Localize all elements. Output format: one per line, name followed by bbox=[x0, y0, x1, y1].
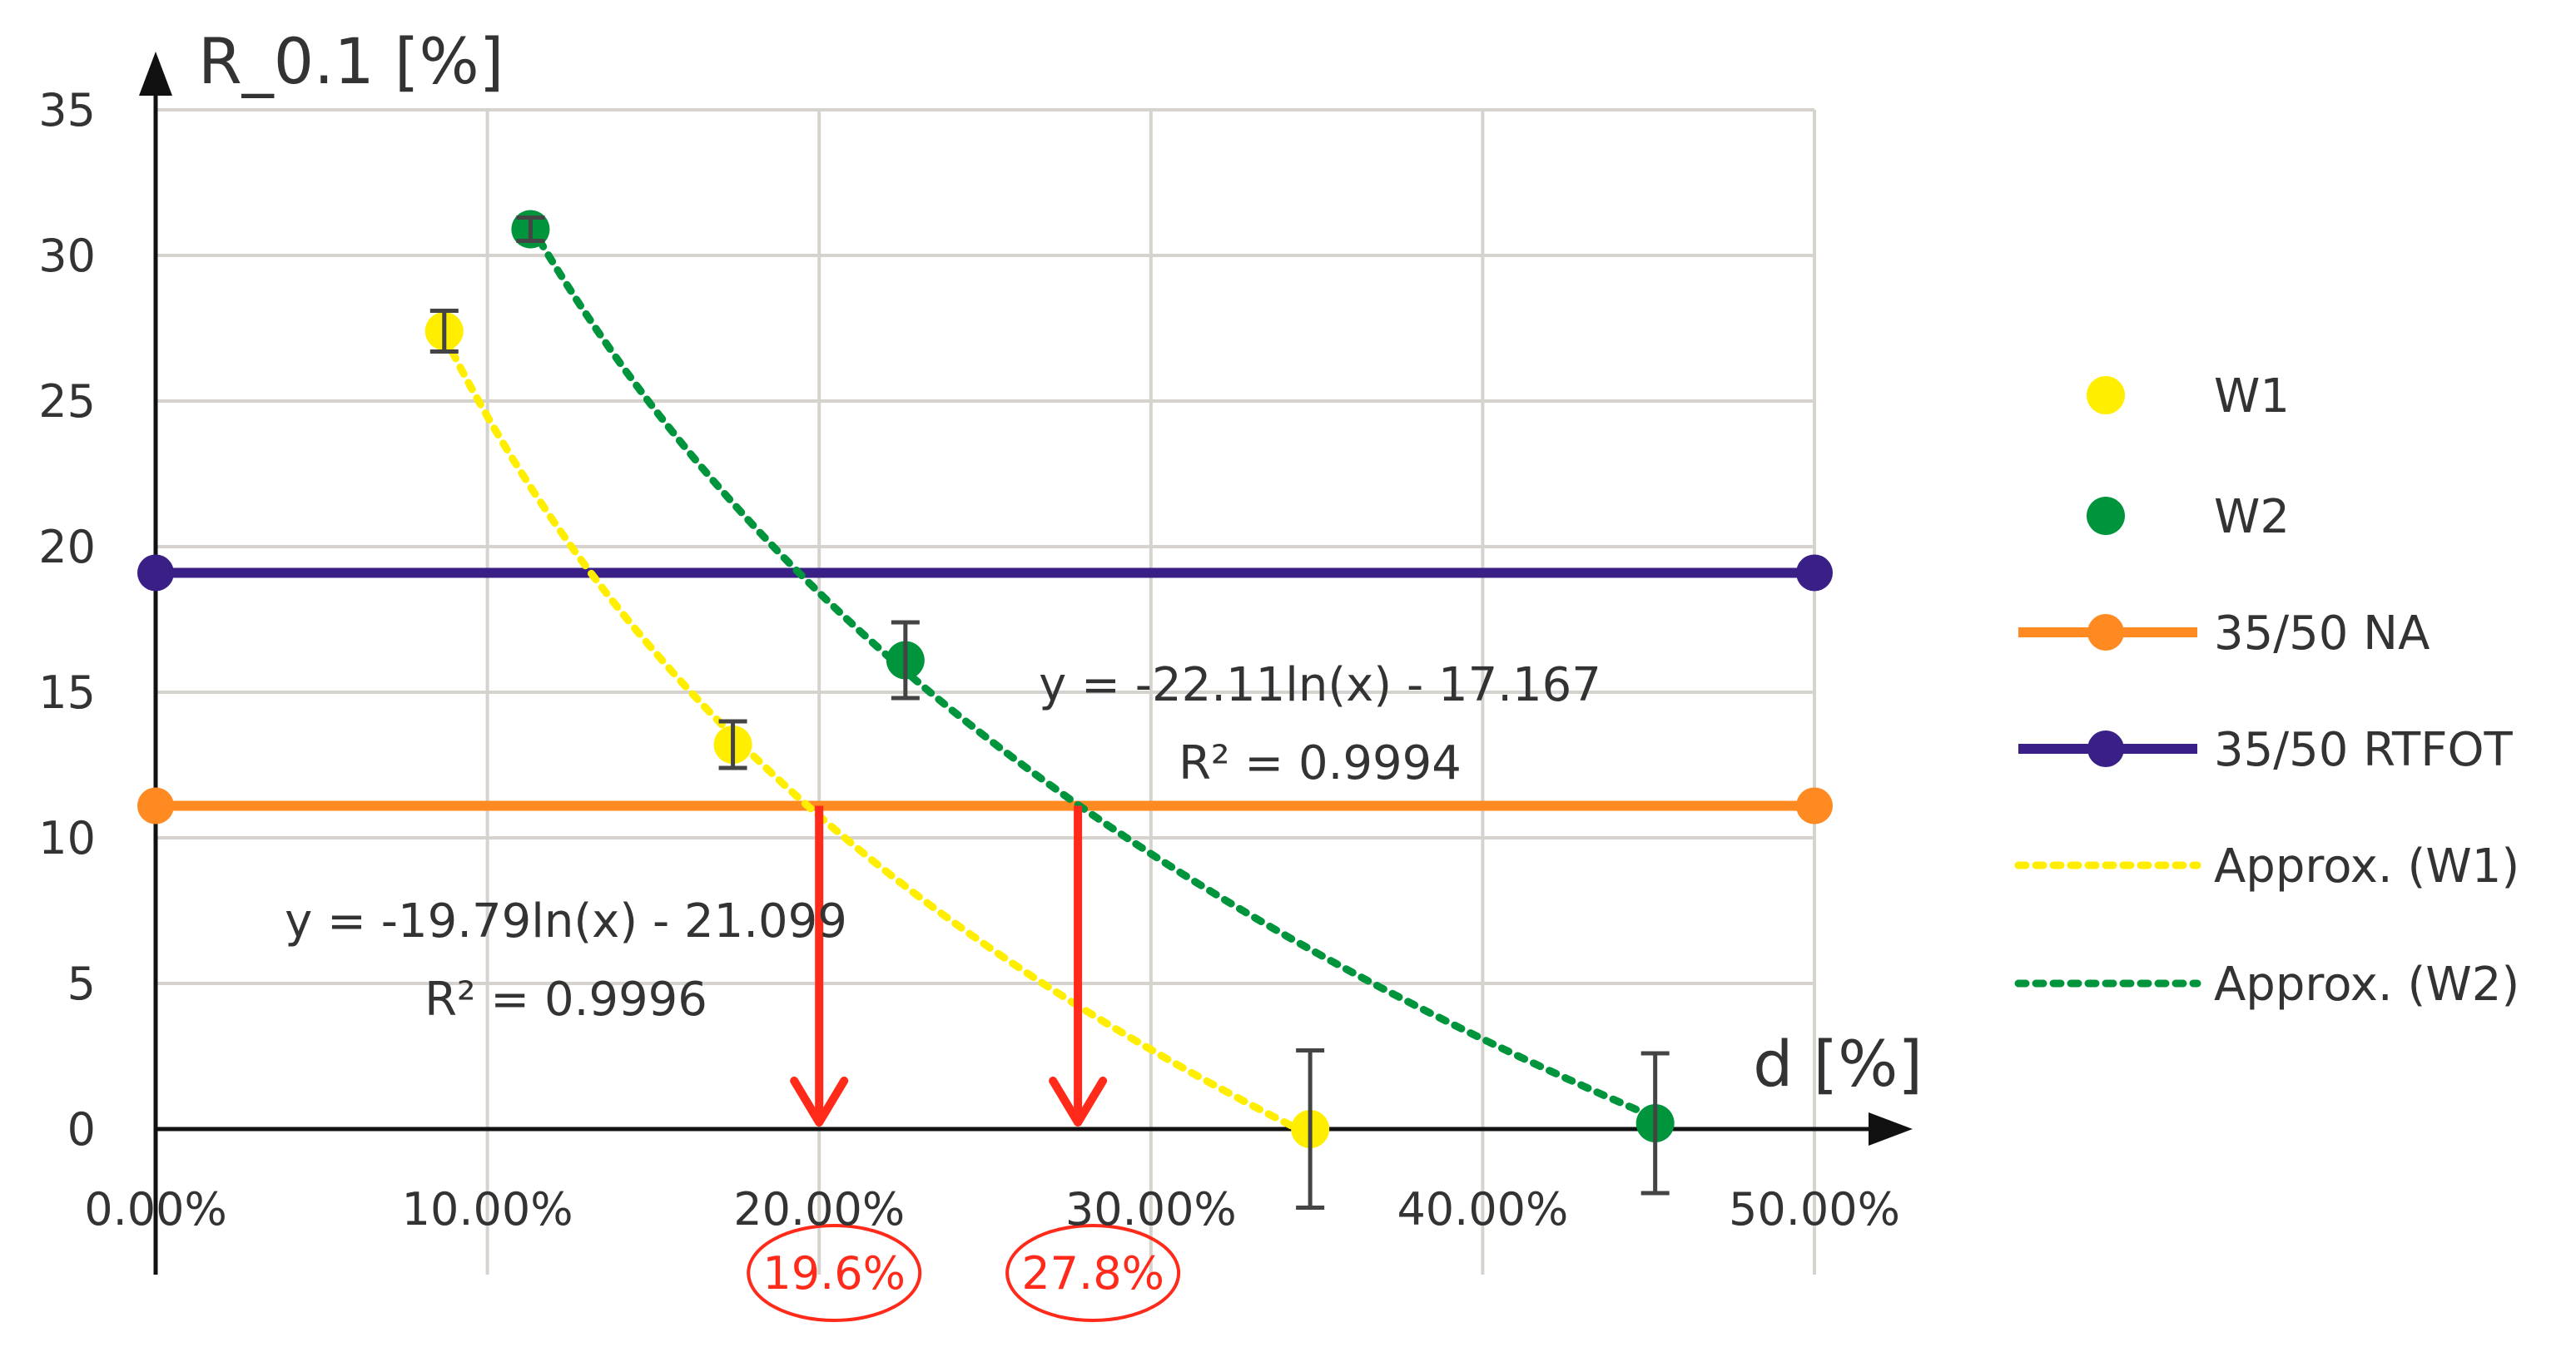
axes bbox=[139, 52, 1913, 1275]
legend-item-approx-w2: Approx. (W2) bbox=[2014, 958, 2519, 1012]
intersection-arrow-0 bbox=[790, 805, 849, 1127]
trendline-approx-w2 bbox=[526, 221, 1660, 1122]
x-tick-label-4: 40.00% bbox=[1397, 1183, 1568, 1236]
x-tick-label-3: 30.00% bbox=[1065, 1183, 1237, 1236]
legend-marker-35-50-na bbox=[2087, 614, 2124, 651]
x-axis-arrowhead bbox=[1869, 1112, 1913, 1146]
y-tick-label-2: 10 bbox=[38, 812, 96, 864]
y-tick-label-6: 30 bbox=[38, 230, 96, 282]
callout-ellipse-1 bbox=[1005, 1224, 1181, 1322]
legend-label-w2: W2 bbox=[2214, 490, 2290, 544]
legend-marker-35-50-rtfot bbox=[2087, 731, 2124, 767]
legend-label-approx-w2: Approx. (W2) bbox=[2214, 958, 2519, 1012]
y-tick-label-1: 5 bbox=[67, 958, 96, 1010]
annotations-layer: 19.6% 27.8% bbox=[747, 805, 1181, 1322]
svg-text:R² = 0.9994: R² = 0.9994 bbox=[1179, 736, 1462, 790]
grid bbox=[156, 108, 1816, 1275]
y-axis-arrowhead bbox=[139, 52, 172, 96]
intersection-arrow-1 bbox=[1049, 805, 1108, 1127]
y-tick-label-0: 0 bbox=[67, 1103, 96, 1156]
legend-label-approx-w1: Approx. (W1) bbox=[2214, 839, 2519, 894]
y-tick-label-4: 20 bbox=[38, 521, 96, 573]
callout-ellipse-0 bbox=[747, 1224, 922, 1322]
legend-item-w1: W1 bbox=[2087, 369, 2290, 423]
svg-text:y = -22.11ln(x) - 17.167: y = -22.11ln(x) - 17.167 bbox=[1039, 658, 1601, 712]
x-tick-label-2: 20.00% bbox=[733, 1183, 905, 1236]
equation-w2: y = -22.11ln(x) - 17.167 R² = 0.9994 bbox=[1039, 658, 1601, 790]
x-axis-title: d [%] bbox=[1753, 1027, 1923, 1101]
error-bar-w1-2 bbox=[1296, 1048, 1325, 1210]
svg-text:y = -19.79ln(x) - 21.099: y = -19.79ln(x) - 21.099 bbox=[285, 894, 847, 948]
legend-item-w2: W2 bbox=[2087, 490, 2290, 544]
x-tick-label-1: 10.00% bbox=[402, 1183, 573, 1236]
error-bar-w2-1 bbox=[891, 620, 920, 701]
callout-label-1: 27.8% bbox=[1021, 1247, 1164, 1300]
series-marker-35-50-na-1 bbox=[1796, 787, 1833, 825]
series-marker-35-50-rtfot-1 bbox=[1796, 554, 1833, 592]
legend-marker-w1 bbox=[2087, 376, 2125, 414]
series-marker-35-50-na-0 bbox=[137, 787, 174, 825]
legend-item-approx-w1: Approx. (W1) bbox=[2014, 839, 2519, 894]
legend-label-35-50-rtfot: 35/50 RTFOT bbox=[2214, 723, 2514, 777]
y-tick-label-3: 15 bbox=[38, 666, 96, 719]
y-axis-title: R_0.1 [%] bbox=[198, 24, 504, 98]
error-bar-w1-1 bbox=[718, 719, 747, 770]
y-tick-label-5: 25 bbox=[38, 375, 96, 428]
x-tick-label-0: 0.00% bbox=[84, 1183, 227, 1236]
svg-text:R² = 0.9996: R² = 0.9996 bbox=[424, 973, 707, 1027]
series-layer bbox=[137, 210, 1833, 1210]
tick-labels: 0.00% 10.00% 20.00% 30.00% 40.00% 50.00% 0 5 10 1… bbox=[38, 84, 1900, 1236]
legend-label-35-50-na: 35/50 NA bbox=[2214, 607, 2430, 661]
trendline-approx-w1 bbox=[440, 332, 1314, 1139]
callout-label-0: 19.6% bbox=[762, 1247, 906, 1300]
equation-w1: y = -19.79ln(x) - 21.099 R² = 0.9996 bbox=[285, 894, 847, 1027]
error-bar-w2-2 bbox=[1640, 1051, 1670, 1196]
y-tick-label-7: 35 bbox=[38, 84, 96, 136]
error-bar-w1-0 bbox=[429, 309, 459, 354]
legend-marker-w2 bbox=[2087, 497, 2125, 535]
x-tick-label-5: 50.00% bbox=[1729, 1183, 1900, 1236]
legend-item-35-50-na: 35/50 NA bbox=[2018, 607, 2430, 661]
legend-label-w1: W1 bbox=[2214, 369, 2290, 423]
legend: W1 W2 35/50 NA 35/50 RTFOT Approx. (W1) Appro… bbox=[2014, 369, 2519, 1012]
legend-item-35-50-rtfot: 35/50 RTFOT bbox=[2018, 723, 2514, 777]
error-bar-w2-0 bbox=[516, 215, 545, 243]
series-marker-35-50-rtfot-0 bbox=[137, 554, 174, 592]
